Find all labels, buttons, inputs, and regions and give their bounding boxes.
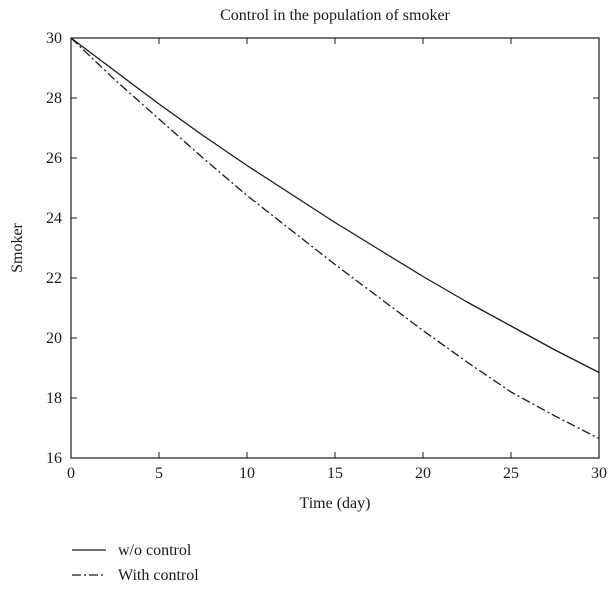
y-tick-label: 18 (46, 390, 62, 407)
plot-frame (70, 37, 600, 459)
y-tick-label: 28 (46, 90, 62, 107)
x-tick-label: 5 (155, 465, 163, 482)
x-tick-label: 10 (239, 465, 255, 482)
chart-title: Control in the population of smoker (220, 7, 450, 24)
series-line-2 (70, 37, 600, 440)
x-axis-label: Time (day) (300, 495, 371, 512)
y-tick-label: 16 (46, 450, 62, 467)
x-tick-label: 20 (415, 465, 431, 482)
y-tick-label: 22 (46, 270, 62, 287)
x-tick-label: 30 (591, 465, 607, 482)
legend-item: w/o control (72, 542, 192, 559)
y-tick-label: 30 (46, 30, 62, 47)
plot-lines (70, 37, 600, 440)
y-tick-label: 24 (46, 210, 62, 227)
y-tick-label: 20 (46, 330, 62, 347)
x-tick-label: 25 (503, 465, 519, 482)
legend-label: With control (118, 567, 199, 584)
legend-item: With control (72, 567, 199, 584)
x-axis-ticks: 0 5 10 15 20 25 30 (67, 38, 607, 482)
y-tick-label: 26 (46, 150, 62, 167)
y-axis-label: Smoker (9, 222, 26, 272)
x-tick-label: 0 (67, 465, 75, 482)
legend: w/o control With control (72, 542, 199, 584)
series-line-1 (70, 37, 600, 374)
x-tick-label: 15 (327, 465, 343, 482)
y-axis-ticks: 16 18 20 22 24 26 28 30 (46, 30, 599, 467)
legend-label: w/o control (118, 542, 192, 559)
